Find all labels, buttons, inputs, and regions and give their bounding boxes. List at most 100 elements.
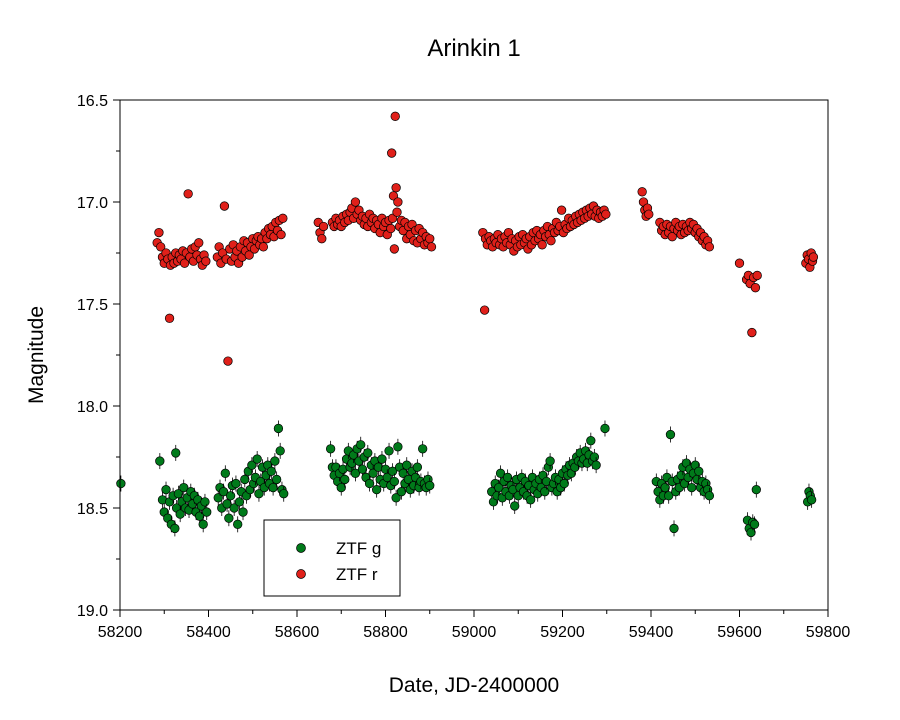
data-point: [664, 491, 674, 501]
data-point: [234, 497, 245, 507]
data-point: [393, 197, 403, 207]
data-point: [396, 487, 407, 497]
x-axis: 58200 58400 58600 58800 59000 59200 59400 59600…: [98, 610, 850, 641]
data-point: [377, 454, 387, 464]
data-point: [393, 442, 403, 452]
data-point: [271, 474, 282, 485]
legend-item-ztf-r: ZTF r: [296, 565, 378, 584]
chart-title: Arinkin 1: [427, 35, 520, 62]
legend-box: [263, 519, 401, 597]
data-point: [382, 472, 392, 483]
data-point: [278, 213, 288, 223]
y-tick-label: 17.0: [77, 195, 108, 212]
data-point: [687, 482, 697, 493]
data-point: [364, 478, 375, 489]
data-point: [425, 480, 435, 491]
data-point: [704, 242, 715, 252]
data-point: [494, 482, 504, 493]
data-point: [200, 497, 210, 507]
y-tick-label: 18.5: [77, 501, 108, 518]
data-point: [258, 242, 269, 252]
data-point: [559, 478, 569, 489]
data-point: [218, 487, 229, 497]
data-point: [391, 183, 401, 193]
y-tick-label: 17.5: [77, 297, 108, 314]
data-point: [219, 201, 230, 211]
plot-frame: [119, 99, 829, 611]
x-tick-label: 59600: [717, 624, 762, 641]
data-point: [336, 482, 346, 493]
data-point: [179, 258, 190, 268]
data-point: [502, 472, 513, 483]
data-point: [229, 503, 239, 513]
data-point: [806, 495, 817, 505]
data-point: [247, 460, 257, 470]
data-point: [318, 221, 329, 232]
data-point: [266, 466, 276, 476]
x-axis-label: Date, JD-2400000: [389, 674, 559, 697]
data-point: [224, 513, 234, 523]
data-point: [495, 468, 506, 478]
data-point: [752, 270, 762, 281]
data-point: [356, 440, 366, 450]
data-point: [340, 474, 350, 485]
data-point: [170, 523, 180, 534]
data-point: [252, 454, 262, 464]
x-tick-label: 59200: [540, 624, 585, 641]
legend-label-ztf-r: ZTF r: [336, 565, 378, 584]
data-point: [171, 448, 181, 458]
data-point: [479, 305, 490, 315]
data-point: [213, 493, 223, 503]
x-tick-label: 59000: [452, 624, 497, 641]
data-point: [389, 476, 400, 487]
data-point: [254, 489, 264, 499]
x-tick-label: 58200: [98, 624, 143, 641]
y-tick-label: 19.0: [77, 603, 108, 620]
data-point: [161, 484, 171, 495]
data-point: [386, 223, 396, 234]
data-point: [279, 489, 289, 499]
data-point: [179, 482, 189, 493]
data-point: [750, 283, 761, 293]
data-point: [747, 327, 757, 338]
data-point: [233, 519, 243, 529]
data-point: [173, 489, 184, 499]
data-point: [749, 519, 760, 529]
data-point: [391, 493, 401, 503]
data-point: [746, 527, 756, 538]
data-point: [537, 240, 547, 250]
data-point: [357, 464, 368, 474]
data-point: [540, 487, 550, 497]
y-tick-label: 18.0: [77, 399, 108, 416]
legend-item-ztf-g: ZTF g: [296, 539, 381, 558]
data-point: [637, 187, 647, 197]
data-point: [164, 313, 175, 323]
data-point: [154, 227, 164, 238]
data-point: [665, 429, 676, 440]
x-tick-label: 58800: [363, 624, 408, 641]
legend-marker-ztf-r: [296, 569, 306, 579]
x-tick-label: 58600: [275, 624, 320, 641]
data-point: [387, 148, 397, 158]
data-point: [669, 523, 679, 534]
data-point: [384, 446, 394, 456]
legend-label-ztf-g: ZTF g: [336, 539, 381, 558]
data-point: [808, 252, 819, 262]
data-point: [392, 207, 402, 217]
markers-layer: [116, 111, 819, 541]
data-point: [418, 444, 428, 454]
x-tick-label: 59400: [629, 624, 674, 641]
data-point: [231, 478, 241, 489]
data-point: [116, 478, 126, 489]
data-point: [426, 242, 437, 252]
data-point: [194, 238, 204, 248]
y-axis-label: Magnitude: [25, 306, 48, 404]
data-point: [273, 423, 284, 434]
data-point: [591, 460, 601, 470]
data-point: [412, 462, 423, 472]
data-point: [183, 189, 193, 199]
data-point: [270, 456, 280, 466]
data-point: [268, 482, 278, 493]
data-point: [220, 468, 230, 478]
